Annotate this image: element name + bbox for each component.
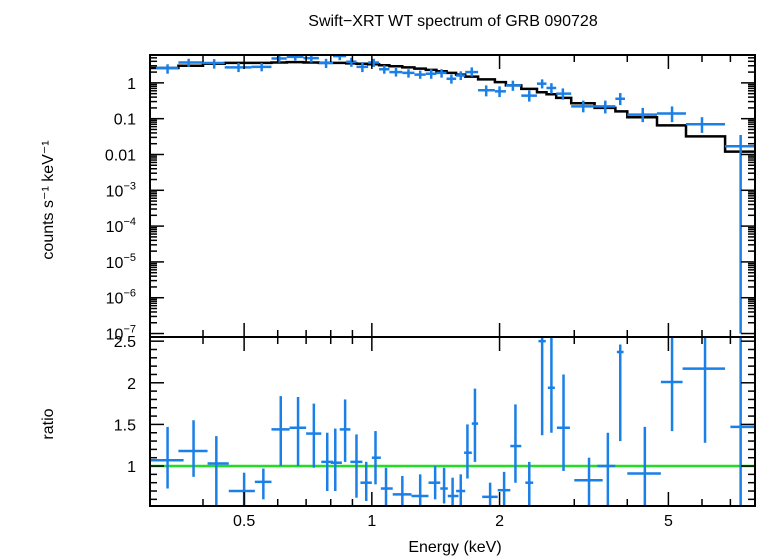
data-point (360, 461, 372, 502)
data-point (525, 461, 534, 506)
data-point (207, 436, 229, 506)
data-point (440, 467, 448, 504)
data-point (465, 67, 479, 77)
spectrum-plot-frame (149, 54, 756, 338)
data-point (428, 466, 441, 500)
data-point (656, 106, 686, 123)
data-point (627, 107, 657, 123)
ratio-plot-frame (149, 336, 756, 507)
data-point (254, 468, 272, 500)
y-tick-label-spectrum: 1 (127, 76, 136, 93)
data-point (556, 88, 572, 100)
data-point (456, 71, 466, 81)
x-tick-label: 0.5 (233, 513, 255, 530)
data-point (494, 86, 506, 98)
data-point (224, 62, 252, 73)
x-tick-label: 5 (664, 513, 673, 530)
data-point (356, 62, 369, 73)
data-point (402, 69, 415, 78)
data-point (660, 337, 683, 432)
y-tick-label-spectrum: 10−7 (106, 324, 136, 344)
spectrum-axis-ticks: 1 0.1 0.01 10−3 10−4 10−5 10−6 10−7 (105, 54, 756, 344)
x-tick-label: 2 (495, 513, 504, 530)
data-point (411, 474, 429, 506)
data-point (627, 426, 661, 506)
data-point (594, 100, 616, 114)
data-point (725, 135, 755, 334)
data-point (538, 337, 546, 436)
data-point (251, 62, 272, 72)
data-point (471, 388, 479, 462)
data-point (615, 93, 625, 106)
data-point (271, 55, 287, 63)
data-point (156, 64, 179, 74)
data-point (436, 69, 447, 78)
data-point (556, 374, 570, 472)
ratio-axis-ticks: 0.5 1 2 5 1 1.5 2 2.5 (114, 334, 756, 530)
data-point (446, 74, 457, 84)
data-point (478, 85, 495, 97)
x-tick-label: 1 (367, 513, 376, 530)
y-tick-label-ratio: 1 (127, 459, 136, 476)
y-tick-label-ratio: 2.5 (114, 334, 136, 351)
data-point (456, 474, 466, 506)
data-point (414, 70, 426, 79)
y-tick-label-spectrum: 0.01 (105, 147, 136, 164)
data-point (368, 58, 380, 67)
data-point (228, 472, 255, 506)
data-point (330, 428, 342, 492)
data-point (371, 431, 381, 485)
y-tick-label-spectrum: 10−3 (106, 180, 136, 200)
data-point (510, 404, 522, 483)
data-point (505, 80, 522, 91)
data-point (521, 90, 537, 102)
data-point (574, 457, 603, 506)
data-point (685, 117, 726, 133)
data-point (546, 83, 557, 94)
data-point (497, 471, 511, 506)
y-tick-label-spectrum: 10−6 (106, 288, 136, 308)
spectrum-panel: 1 0.1 0.01 10−3 10−4 10−5 10−6 10−7 (105, 54, 756, 344)
data-point (547, 337, 555, 433)
data-point (380, 467, 393, 506)
spectrum-data-points (156, 54, 755, 334)
data-point (616, 344, 624, 442)
data-point (536, 79, 547, 89)
data-point (178, 420, 208, 477)
data-point (203, 59, 225, 69)
y-axis-label-spectrum: counts s⁻¹ keV⁻¹ (40, 140, 57, 259)
data-point (178, 58, 204, 67)
data-point (150, 426, 184, 489)
data-point (730, 337, 755, 506)
data-point (464, 424, 472, 479)
chart-title: Swift−XRT WT spectrum of GRB 090728 (308, 13, 598, 30)
data-point (482, 482, 498, 506)
data-point (571, 100, 595, 113)
y-tick-label-ratio: 1.5 (114, 417, 136, 434)
data-point (271, 396, 290, 467)
data-point (379, 65, 390, 74)
y-tick-label-spectrum: 0.1 (114, 112, 136, 129)
data-point (597, 432, 616, 506)
data-point (350, 434, 363, 498)
data-point (447, 477, 459, 506)
y-axis-label-ratio: ratio (40, 408, 57, 439)
data-point (289, 396, 307, 467)
y-tick-label-spectrum: 10−5 (106, 252, 136, 272)
ratio-panel: 0.5 1 2 5 1 1.5 2 2.5 (114, 334, 756, 530)
data-point (392, 476, 412, 506)
x-axis-label: Energy (keV) (408, 539, 501, 556)
data-point (339, 399, 351, 462)
data-point (306, 403, 322, 468)
data-point (318, 58, 334, 69)
data-point (346, 57, 357, 67)
y-tick-label-ratio: 2 (127, 376, 136, 393)
data-point (682, 337, 726, 443)
ratio-data-points (150, 337, 755, 506)
data-point (425, 69, 437, 79)
y-tick-label-spectrum: 10−4 (106, 216, 136, 236)
data-point (389, 68, 403, 77)
